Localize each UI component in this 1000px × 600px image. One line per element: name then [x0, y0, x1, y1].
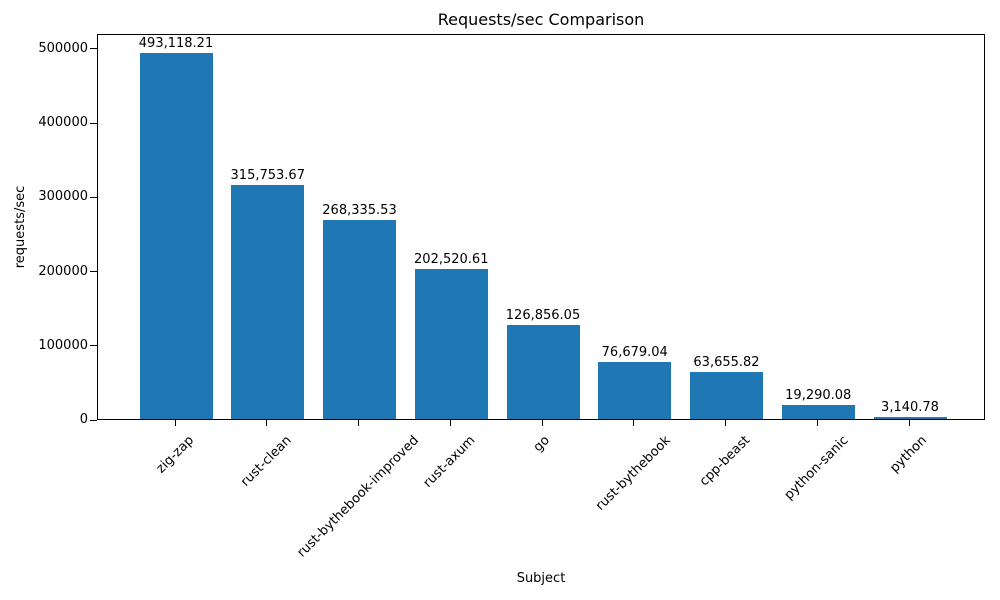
- x-tick: [541, 420, 543, 426]
- bar-go: [506, 324, 580, 419]
- x-tick-label-rust-clean: rust-clean: [238, 433, 295, 490]
- plot-area: 493,118.21 315,753.67 268,335.53 202,520.61…: [97, 34, 985, 420]
- bar-rust-bythebook: [598, 362, 672, 419]
- bar-rust-clean: [231, 184, 305, 419]
- value-label-python-sanic: 19,290.08: [785, 387, 852, 403]
- y-tick: [90, 271, 97, 273]
- bar-rust-bythebook-improved: [323, 219, 396, 419]
- x-tick: [174, 420, 176, 426]
- x-tick-label-rust-bythebook: rust-bythebook: [593, 433, 674, 514]
- bar-rust-axum: [414, 268, 488, 419]
- bar-python-sanic: [781, 404, 855, 419]
- y-tick: [90, 345, 97, 347]
- y-tick-label: 200000: [38, 263, 88, 279]
- y-tick-label: 300000: [38, 189, 88, 205]
- y-tick-label: 100000: [38, 337, 88, 353]
- x-tick: [908, 420, 910, 426]
- x-tick: [266, 420, 268, 426]
- value-label-python: 3,140.78: [881, 399, 939, 415]
- value-label-rust-axum: 202,520.61: [414, 251, 489, 267]
- y-tick-label: 500000: [38, 40, 88, 56]
- x-tick-label-rust-bythebook-improved: rust-bythebook-improved: [294, 433, 423, 561]
- value-label-rust-bythebook: 76,679.04: [601, 345, 668, 361]
- x-axis-label: Subject: [516, 571, 566, 586]
- bar-cpp-beast: [690, 371, 763, 419]
- y-tick: [90, 122, 97, 124]
- y-tick-label: 400000: [38, 115, 88, 131]
- bar-python: [873, 416, 947, 419]
- y-tick-label: 0: [79, 412, 88, 427]
- x-tick: [816, 420, 818, 426]
- x-tick-label-go: go: [530, 433, 553, 456]
- value-label-cpp-beast: 63,655.82: [693, 354, 760, 370]
- x-tick: [633, 420, 635, 426]
- y-tick: [90, 419, 97, 421]
- x-tick-label-cpp-beast: cpp-beast: [697, 433, 754, 490]
- value-label-zig-zap: 493,118.21: [138, 35, 214, 51]
- x-tick-label-zig-zap: zig-zap: [153, 433, 197, 477]
- value-label-rust-clean: 315,753.67: [230, 167, 305, 183]
- x-tick-label-rust-axum: rust-axum: [420, 433, 479, 491]
- y-tick: [90, 196, 97, 198]
- y-tick: [90, 48, 97, 50]
- x-tick-label-python: python: [887, 433, 931, 476]
- x-tick: [358, 420, 359, 426]
- value-label-rust-bythebook-improved: 268,335.53: [322, 202, 397, 218]
- chart-title: Requests/sec Comparison: [437, 10, 645, 29]
- bar-zig-zap: [139, 52, 213, 419]
- value-label-go: 126,856.05: [505, 307, 581, 323]
- x-tick: [449, 420, 451, 426]
- x-tick: [725, 420, 726, 426]
- x-tick-label-python-sanic: python-sanic: [781, 433, 852, 503]
